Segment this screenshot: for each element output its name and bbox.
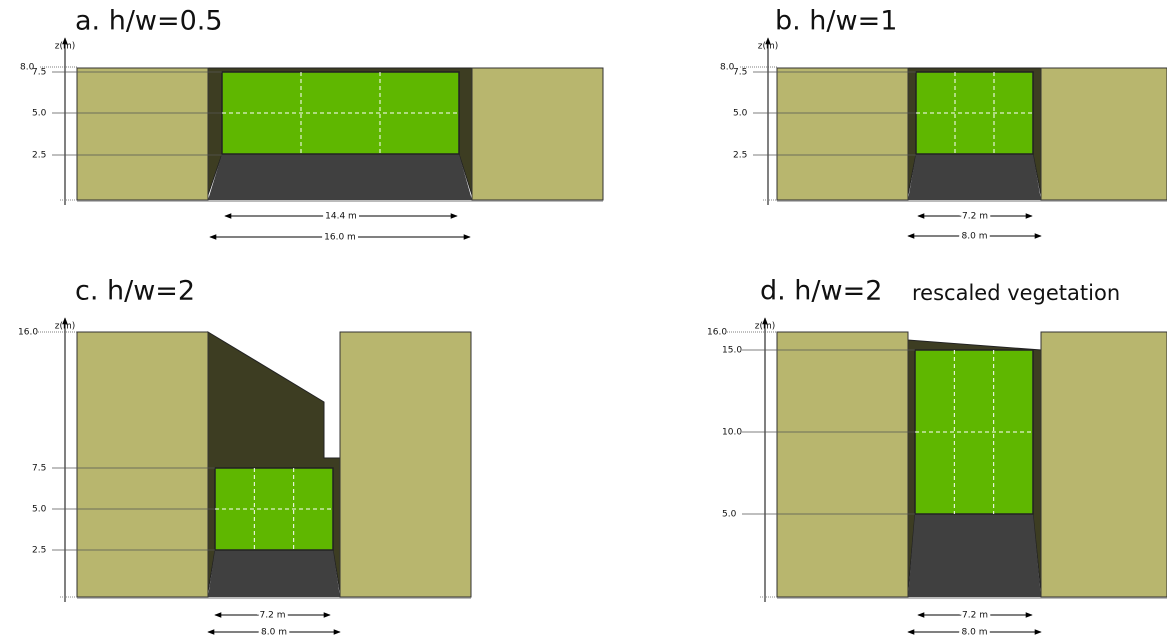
ground: [777, 596, 1167, 599]
tick-label: 5.0: [32, 505, 47, 515]
panel: z(m) 16.0 15.0 10.0 5.0 d. h/w=2 rescaled vege…: [707, 276, 1167, 640]
building: [776, 67, 909, 201]
tick-label: 16.0: [707, 328, 727, 338]
tick-label: 5.0: [32, 109, 47, 119]
tick-label: 5.0: [733, 109, 748, 119]
building: [76, 331, 209, 598]
ground: [77, 199, 603, 202]
tick-label: 16.0: [18, 328, 38, 338]
road-shade: [208, 154, 472, 200]
dimension-label: 16.0 m: [324, 233, 356, 243]
dimension-label: 14.4 m: [325, 212, 357, 222]
dimension-label: 8.0 m: [962, 628, 988, 638]
ground: [77, 596, 471, 599]
axis-label: z(m): [55, 42, 76, 52]
panel: z(m) 8.07.5 5.0 2.5 a. h/w=0.5 14.4 m 16.0 m: [20, 6, 604, 246]
building: [776, 331, 909, 598]
building: [76, 67, 209, 201]
panel-title: a. h/w=0.5: [75, 6, 223, 37]
ground: [777, 199, 1167, 202]
road-shade: [208, 550, 340, 597]
tick-label: 2.5: [32, 546, 46, 556]
axis-label: z(m): [755, 322, 776, 332]
tick-label: 10.0: [722, 428, 742, 438]
building: [471, 67, 604, 201]
axis-label: z(m): [758, 42, 779, 52]
road-shade: [908, 514, 1041, 597]
building: [1040, 331, 1167, 598]
panel-title: c. h/w=2: [75, 276, 195, 307]
panel-title: b. h/w=1: [775, 6, 897, 37]
tick-label: 8.0: [720, 63, 735, 73]
panel-subtitle: rescaled vegetation: [912, 281, 1120, 305]
panel: z(m) 16.0 7.5 5.0 2.5 c. h/w=2 7.2 m 8.0 m: [18, 276, 472, 640]
axis-label: z(m): [55, 322, 76, 332]
tick-label: 15.0: [722, 346, 742, 356]
tick-label: 7.5: [733, 68, 747, 78]
dimension-label: 8.0 m: [261, 628, 287, 638]
building: [1040, 67, 1167, 201]
tick-label: 5.0: [722, 510, 737, 520]
panel: z(m) 8.07.5 5.0 2.5 b. h/w=1 7.2 m 8.0 m: [720, 6, 1167, 245]
dimension-label: 7.2 m: [260, 611, 286, 621]
dimension-label: 7.2 m: [962, 611, 988, 621]
tick-label: 2.5: [32, 151, 46, 161]
tick-label: 2.5: [733, 151, 747, 161]
panel-title: d. h/w=2: [760, 276, 882, 307]
dimension-label: 7.2 m: [962, 212, 988, 222]
building: [339, 331, 472, 598]
tick-label: 7.5: [32, 68, 46, 78]
dimension-label: 8.0 m: [962, 232, 988, 242]
tick-label: 7.5: [32, 464, 46, 474]
road-shade: [908, 154, 1041, 200]
tick-label: 8.0: [20, 63, 35, 73]
